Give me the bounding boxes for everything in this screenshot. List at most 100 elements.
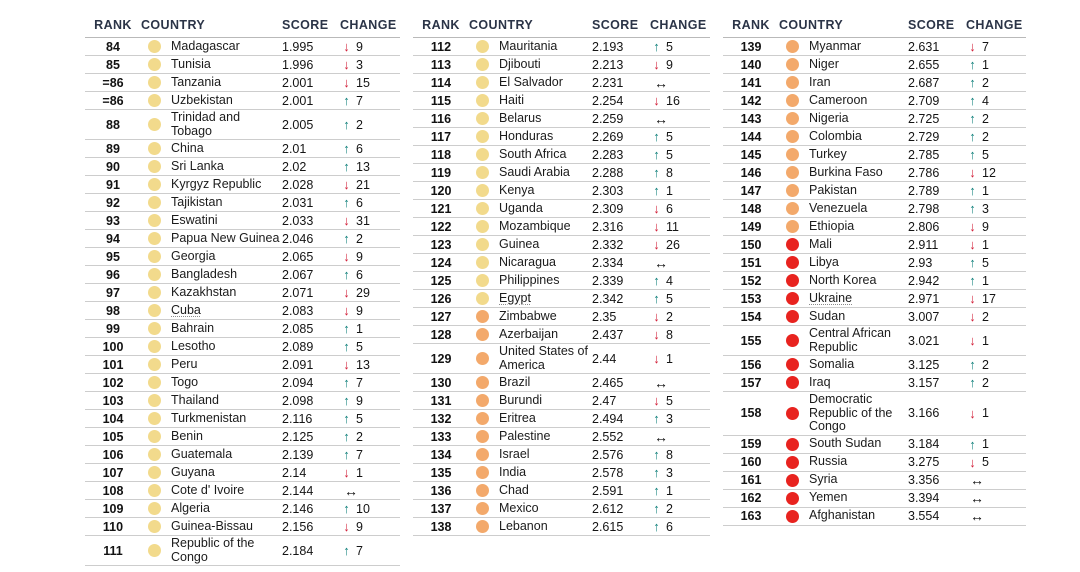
country-label: Libya bbox=[809, 254, 839, 269]
rank-cell: 159 bbox=[740, 437, 762, 451]
change-cell: ↓ 12 bbox=[964, 166, 1026, 180]
score-cell: 2.631 bbox=[908, 39, 940, 54]
rank-cell: 129 bbox=[430, 351, 452, 366]
change-up-arrow-icon: ↑ bbox=[343, 321, 350, 336]
change-value: 7 bbox=[356, 543, 363, 558]
rank-cell: 119 bbox=[430, 165, 452, 180]
tier-yellow-dot-icon bbox=[148, 412, 161, 425]
country-label: Ethiopia bbox=[809, 218, 855, 233]
score-cell: 3.007 bbox=[908, 309, 940, 324]
change-value: 9 bbox=[356, 303, 363, 318]
table-row: 105 Benin 2.125 ↑ 2 bbox=[85, 428, 400, 446]
table-row: 123 Guinea 2.332 ↓ 26 bbox=[413, 236, 710, 254]
rank-cell: 158 bbox=[740, 406, 762, 421]
table-row: 94 Papua New Guinea 2.046 ↑ 2 bbox=[85, 230, 400, 248]
change-cell: ↑ 5 bbox=[964, 256, 1026, 270]
table-row: 107 Guyana 2.14 ↓ 1 bbox=[85, 464, 400, 482]
rank-cell: 123 bbox=[430, 237, 452, 252]
change-down-arrow-icon: ↓ bbox=[343, 357, 350, 372]
tier-yellow-dot-icon bbox=[476, 238, 489, 251]
table-row: 144 Colombia 2.729 ↑ 2 bbox=[723, 128, 1026, 146]
change-up-arrow-icon: ↑ bbox=[969, 111, 976, 126]
country-cell: Iraq bbox=[779, 375, 908, 391]
country-label: Lesotho bbox=[171, 338, 216, 353]
country-label: Mexico bbox=[499, 500, 539, 515]
change-value: 2 bbox=[982, 357, 989, 372]
change-down-arrow-icon: ↓ bbox=[343, 177, 350, 192]
table-row: 118 South Africa 2.283 ↑ 5 bbox=[413, 146, 710, 164]
change-cell: ↑ 7 bbox=[338, 448, 400, 462]
rank-cell: 98 bbox=[106, 303, 120, 318]
country-cell: El Salvador bbox=[469, 75, 592, 91]
country-cell: Belarus bbox=[469, 111, 592, 127]
change-up-arrow-icon: ↑ bbox=[653, 465, 660, 480]
tier-orange-dot-icon bbox=[476, 484, 489, 497]
change-up-arrow-icon: ↑ bbox=[653, 39, 660, 54]
country-cell: Georgia bbox=[141, 249, 282, 265]
change-down-arrow-icon: ↓ bbox=[653, 393, 660, 408]
change-cell: ↔ bbox=[648, 76, 710, 90]
score-cell: 3.275 bbox=[908, 455, 940, 469]
country-cell: Zimbabwe bbox=[469, 309, 592, 325]
change-cell: ↑ 1 bbox=[964, 184, 1026, 198]
country-label: Cuba bbox=[171, 302, 201, 317]
score-cell: 3.184 bbox=[908, 437, 940, 451]
change-value: 29 bbox=[356, 285, 370, 300]
country-cell: Guinea bbox=[469, 237, 592, 253]
table-row: 155 Central African Republic 3.021 ↓ 1 bbox=[723, 326, 1026, 356]
change-value: 1 bbox=[356, 321, 363, 336]
change-cell: ↓ 17 bbox=[964, 292, 1026, 306]
change-cell: ↑ 2 bbox=[964, 358, 1026, 372]
rank-cell: 120 bbox=[430, 183, 452, 198]
change-cell: ↓ 1 bbox=[648, 352, 710, 366]
table-row: 133 Palestine 2.552 ↔ bbox=[413, 428, 710, 446]
table-header: RANK COUNTRY SCORE CHANGE bbox=[85, 12, 400, 38]
change-up-arrow-icon: ↑ bbox=[343, 429, 350, 444]
change-value: 26 bbox=[666, 237, 680, 252]
change-value: 2 bbox=[982, 129, 989, 144]
change-up-arrow-icon: ↑ bbox=[969, 201, 976, 216]
change-down-arrow-icon: ↓ bbox=[969, 291, 976, 306]
score-cell: 2.971 bbox=[908, 291, 940, 306]
change-up-arrow-icon: ↑ bbox=[343, 141, 350, 156]
country-cell: Madagascar bbox=[141, 39, 282, 55]
country-cell: Cameroon bbox=[779, 93, 908, 109]
rank-cell: 92 bbox=[106, 195, 120, 210]
table-row: 96 Bangladesh 2.067 ↑ 6 bbox=[85, 266, 400, 284]
change-up-arrow-icon: ↑ bbox=[343, 267, 350, 282]
table-body: 112 Mauritania 2.193 ↑ 5 113 Djibouti 2.213 ↓ 9 11… bbox=[413, 38, 710, 536]
change-cell: ↔ bbox=[964, 473, 1026, 487]
change-down-arrow-icon: ↓ bbox=[653, 309, 660, 324]
country-label: Kazakhstan bbox=[171, 284, 237, 299]
change-value: 6 bbox=[356, 267, 363, 282]
change-up-arrow-icon: ↑ bbox=[653, 129, 660, 144]
score-cell: 2.02 bbox=[282, 159, 307, 174]
change-up-arrow-icon: ↑ bbox=[969, 147, 976, 162]
score-cell: 2.001 bbox=[282, 93, 314, 108]
change-cell: ↑ 2 bbox=[648, 502, 710, 516]
table-row: 84 Madagascar 1.995 ↓ 9 bbox=[85, 38, 400, 56]
country-label: Sudan bbox=[809, 308, 846, 323]
tier-red-dot-icon bbox=[786, 292, 799, 305]
change-cell: ↓ 2 bbox=[964, 310, 1026, 324]
change-up-arrow-icon: ↑ bbox=[969, 57, 976, 72]
change-up-arrow-icon: ↑ bbox=[969, 129, 976, 144]
country-label: Guatemala bbox=[171, 446, 233, 461]
change-value: 3 bbox=[356, 57, 363, 72]
table-row: 153 Ukraine 2.971 ↓ 17 bbox=[723, 290, 1026, 308]
country-label: Thailand bbox=[171, 392, 219, 407]
tier-yellow-dot-icon bbox=[148, 448, 161, 461]
change-value: 5 bbox=[982, 255, 989, 270]
change-cell: ↓ 9 bbox=[338, 250, 400, 264]
tier-orange-dot-icon bbox=[786, 40, 799, 53]
change-value: 10 bbox=[356, 501, 370, 516]
table-row: 110 Guinea-Bissau 2.156 ↓ 9 bbox=[85, 518, 400, 536]
change-value: 2 bbox=[982, 375, 989, 390]
score-cell: 2.067 bbox=[282, 267, 314, 282]
change-cell: ↑ 2 bbox=[964, 130, 1026, 144]
tier-red-dot-icon bbox=[786, 376, 799, 389]
rank-cell: 108 bbox=[102, 483, 124, 498]
score-cell: 2.591 bbox=[592, 483, 624, 498]
change-no-change-icon: ↔ bbox=[654, 74, 668, 91]
country-cell: Haiti bbox=[469, 93, 592, 109]
